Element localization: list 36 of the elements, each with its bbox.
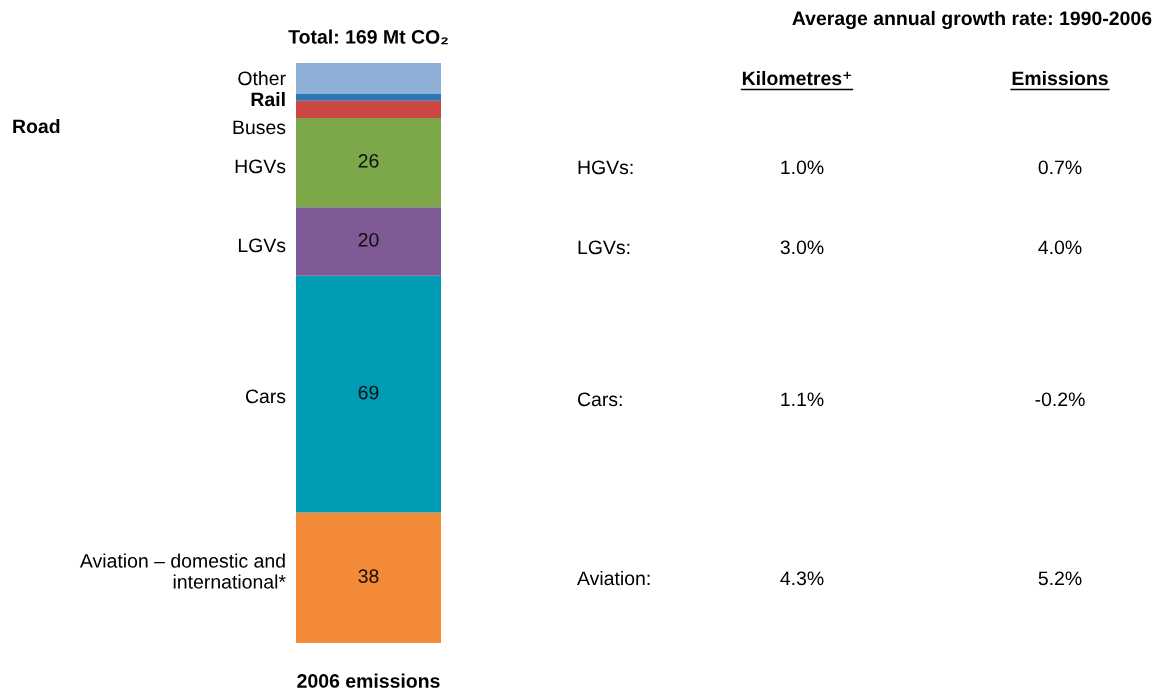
text: Aviation:	[577, 570, 650, 586]
text: 5.2%	[1038, 571, 1082, 586]
series-label: Aviation – domestic and international*	[79, 553, 286, 589]
bar	[296, 275, 441, 513]
text: Cars:	[577, 392, 622, 407]
text: -0.2%	[1035, 392, 1085, 407]
series-label: Other	[238, 70, 286, 86]
series-label: Rail	[251, 91, 285, 107]
text: Average annual growth rate: 1990-2006	[792, 10, 1152, 30]
text: Road	[13, 118, 60, 134]
bar	[296, 207, 441, 276]
text: LGVs:	[578, 240, 630, 255]
data-label: 38	[358, 569, 379, 584]
text: 1.1%	[781, 392, 824, 407]
data-label: 26	[358, 153, 379, 168]
text: 1.0%	[781, 160, 824, 175]
text: 4.3%	[780, 571, 824, 586]
bar	[296, 100, 441, 118]
text: 0.7%	[1038, 160, 1082, 175]
text: Emissions	[1012, 70, 1108, 86]
text: 3.0%	[780, 240, 824, 255]
bar	[296, 63, 441, 94]
bar	[296, 512, 441, 643]
bar	[296, 93, 441, 101]
series-label: HGVs	[235, 159, 286, 174]
chart-title: Total: 169 Mt CO₂	[288, 29, 448, 45]
text: HGVs:	[578, 160, 633, 175]
data-label: 20	[358, 232, 379, 247]
bar	[296, 117, 441, 208]
series-label: Buses	[233, 120, 286, 135]
x-tick-label: 2006 emissions	[297, 673, 440, 688]
text: Kilometres⁺	[742, 70, 852, 86]
series-label: Cars	[245, 389, 286, 404]
series-label: LGVs	[238, 238, 286, 253]
text: 4.0%	[1038, 240, 1082, 255]
data-label: 69	[358, 385, 379, 400]
